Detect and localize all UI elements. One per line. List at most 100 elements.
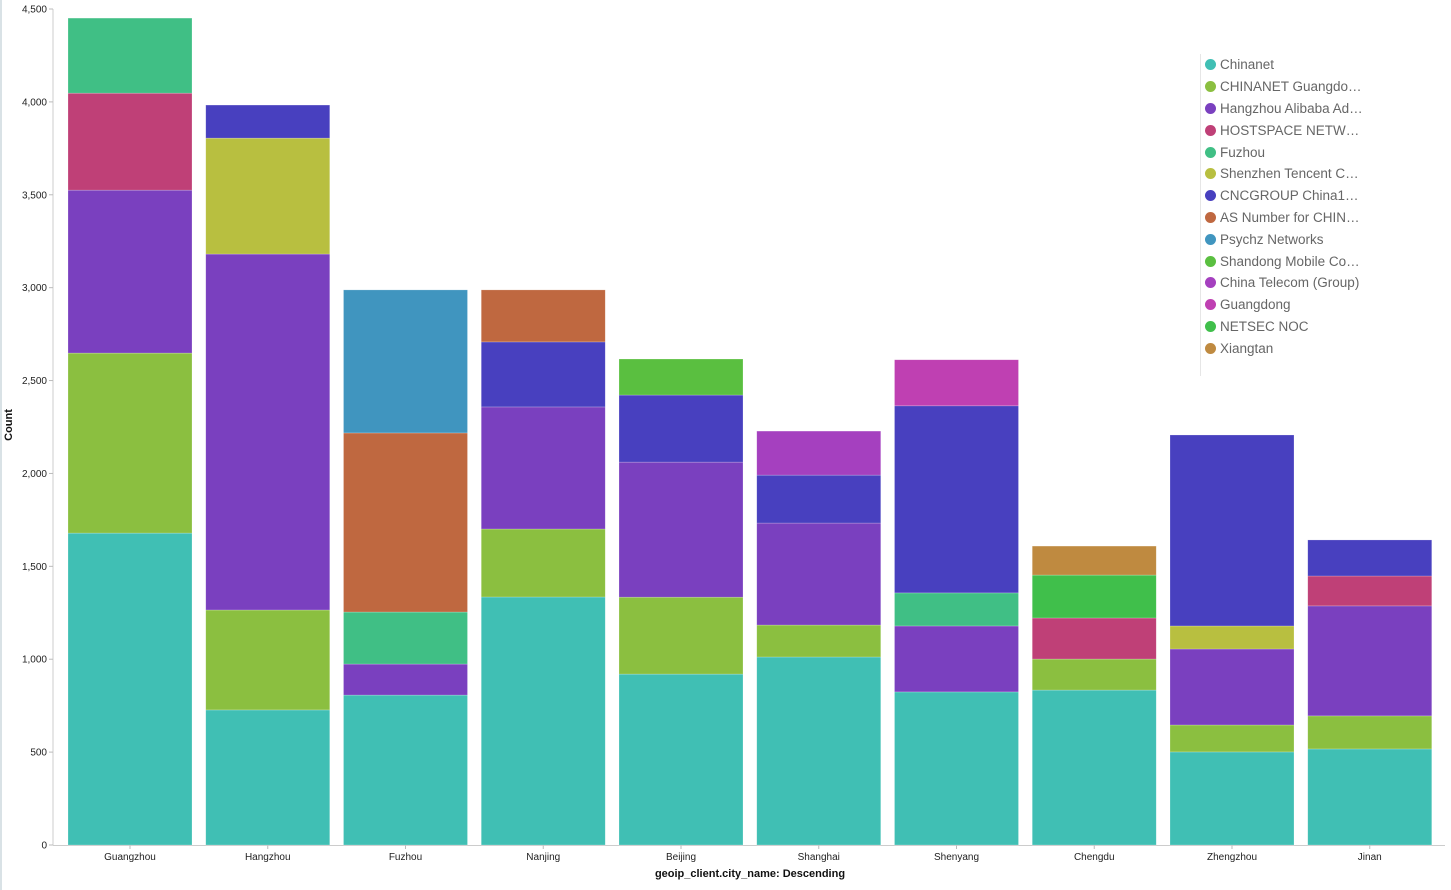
bar-segment[interactable]: Hangzhou — Shenzhen Tencent C…: 624 (205, 137, 331, 255)
legend-item[interactable]: Shandong Mobile Co… (1201, 250, 1401, 272)
bar-segment[interactable]: Hangzhou — Chinanet: 727 (205, 709, 331, 846)
bar-segment[interactable]: Chengdu — Xiangtan: 156 (1031, 545, 1157, 576)
bar-segment[interactable]: Zhengzhou — Shenzhen Tencent C…: 124 (1169, 625, 1295, 650)
legend-dot-icon (1205, 81, 1216, 93)
bars: Guangzhou — Chinanet: 1679Guangzhou — CH… (67, 17, 1433, 846)
y-tick-label: 2,500 (22, 376, 47, 387)
x-tick-label: Chengdu (1074, 852, 1115, 863)
bar-segment[interactable]: Beijing — CHINANET Guangdo…: 414 (618, 596, 744, 675)
legend-dot-icon (1205, 277, 1216, 289)
legend-dot-icon (1205, 233, 1216, 245)
bar-segment[interactable]: Beijing — Shandong Mobile Co…: 194 (618, 358, 744, 396)
bar-segment[interactable]: Shenyang — Chinanet: 824 (894, 691, 1019, 846)
legend-label: NETSEC NOC (1220, 318, 1309, 334)
bar-segment[interactable]: Chengdu — HOSTSPACE NETW…: 221 (1031, 617, 1157, 660)
bar-segment[interactable]: Jinan — CNCGROUP China1…: 194 (1307, 539, 1433, 577)
bar-stack-nanjing[interactable]: Nanjing — Chinanet: 1335Nanjing — CHINAN… (480, 289, 606, 846)
bar-segment[interactable]: Jinan — HOSTSPACE NETW…: 161 (1307, 575, 1433, 607)
legend-item[interactable]: AS Number for CHIN… (1201, 207, 1401, 229)
bar-segment[interactable]: Shenyang — Hangzhou Alibaba Ad…: 355 (894, 625, 1019, 693)
bar-segment[interactable]: Hangzhou — Hangzhou Alibaba Ad…: 1916 (205, 253, 331, 611)
bar-segment[interactable]: Fuzhou — Chinanet: 807 (343, 694, 468, 846)
legend-item[interactable]: Fuzhou (1201, 141, 1401, 163)
legend-item[interactable]: HOSTSPACE NETW… (1201, 119, 1401, 141)
bar-stack-chengdu[interactable]: Chengdu — Chinanet: 834Chengdu — CHINANE… (1031, 545, 1157, 846)
bar-stack-zhengzhou[interactable]: Zhengzhou — Chinanet: 501Zhengzhou — CHI… (1169, 434, 1295, 846)
bar-segment[interactable]: Guangzhou — CHINANET Guangdo…: 969 (67, 352, 193, 534)
x-tick-label: Shanghai (798, 852, 840, 863)
bar-stack-shenyang[interactable]: Shenyang — Chinanet: 824Shenyang — Hangz… (894, 359, 1019, 846)
bar-segment[interactable]: Guangzhou — Hangzhou Alibaba Ad…: 877 (67, 189, 193, 354)
bar-segment[interactable]: Shanghai — Hangzhou Alibaba Ad…: 549 (756, 522, 882, 626)
bar-segment[interactable]: Jinan — Chinanet: 517 (1307, 748, 1433, 846)
x-tick-label: Jinan (1358, 852, 1382, 863)
bar-segment[interactable]: Zhengzhou — Chinanet: 501 (1169, 751, 1295, 846)
legend-item[interactable]: Psychz Networks (1201, 228, 1401, 250)
bar-segment[interactable]: Chengdu — Chinanet: 834 (1031, 689, 1157, 846)
y-tick-label: 4,000 (22, 97, 47, 108)
legend-item[interactable]: Xiangtan (1201, 337, 1401, 359)
legend-dot-icon (1205, 59, 1216, 71)
legend-item[interactable]: NETSEC NOC (1201, 316, 1401, 338)
legend-item[interactable]: Guangdong (1201, 294, 1401, 316)
legend-dot-icon (1205, 342, 1216, 354)
legend-item[interactable]: Hangzhou Alibaba Ad… (1201, 98, 1401, 120)
bar-stack-fuzhou[interactable]: Fuzhou — Chinanet: 807Fuzhou — Hangzhou … (343, 289, 468, 846)
bar-segment[interactable]: Shanghai — CHINANET Guangdo…: 172 (756, 624, 882, 658)
bar-segment[interactable]: Shenyang — Guangdong: 248 (894, 359, 1019, 407)
bar-segment[interactable]: Jinan — CHINANET Guangdo…: 178 (1307, 715, 1433, 750)
bar-segment[interactable]: Shanghai — China Telecom (Group): 237 (756, 430, 882, 476)
x-tick-label: Hangzhou (245, 852, 291, 863)
bar-segment[interactable]: Guangzhou — Fuzhou: 404 (67, 17, 193, 94)
bar-segment[interactable]: Nanjing — Chinanet: 1335 (480, 596, 606, 846)
bar-stack-shanghai[interactable]: Shanghai — Chinanet: 1012Shanghai — CHIN… (756, 430, 882, 846)
legend-item[interactable]: Chinanet (1201, 54, 1401, 76)
legend-label: HOSTSPACE NETW… (1220, 122, 1360, 138)
bar-segment[interactable]: Nanjing — Hangzhou Alibaba Ad…: 657 (480, 406, 606, 530)
bar-segment[interactable]: Beijing — CNCGROUP China1…: 361 (618, 394, 744, 463)
bar-segment[interactable]: Shanghai — CNCGROUP China1…: 258 (756, 474, 882, 524)
y-tick-label: 0 (41, 841, 47, 852)
x-axis: Guangzhou Hangzhou Fuzhou Nanjing Beijing Sha… (53, 845, 1445, 863)
bar-segment[interactable]: Jinan — Hangzhou Alibaba Ad…: 592 (1307, 605, 1433, 717)
bar-segment[interactable]: Guangzhou — Chinanet: 1679 (67, 532, 193, 846)
y-axis-title: Count (3, 409, 15, 441)
legend-dot-icon (1205, 320, 1216, 332)
bar-segment[interactable]: Chengdu — CHINANET Guangdo…: 167 (1031, 658, 1157, 691)
bar-segment[interactable]: Beijing — Chinanet: 920 (618, 673, 744, 846)
bar-segment[interactable]: Fuzhou — AS Number for CHIN…: 964 (343, 432, 468, 613)
bar-segment[interactable]: Guangzhou — HOSTSPACE NETW…: 522 (67, 92, 193, 191)
bar-stack-beijing[interactable]: Beijing — Chinanet: 920Beijing — CHINANE… (618, 358, 744, 846)
bar-segment[interactable]: Hangzhou — CNCGROUP China1…: 178 (205, 104, 331, 139)
bar-segment[interactable]: Nanjing — AS Number for CHIN…: 280 (480, 289, 606, 343)
legend-label: CNCGROUP China1… (1220, 188, 1359, 204)
legend-label: China Telecom (Group) (1220, 275, 1360, 291)
x-tick-label: Shenyang (934, 852, 979, 863)
bar-segment[interactable]: Fuzhou — Fuzhou: 280 (343, 611, 468, 665)
bar-segment[interactable]: Nanjing — CNCGROUP China1…: 350 (480, 341, 606, 408)
bar-segment[interactable]: Hangzhou — CHINANET Guangdo…: 538 (205, 609, 331, 711)
legend-item[interactable]: CHINANET Guangdo… (1201, 76, 1401, 98)
y-axis: 0 500 1,000 1,500 2,000 2,500 3,000 3,500 4,000 4… (22, 5, 54, 852)
y-tick-label: 3,000 (22, 283, 47, 294)
bar-segment[interactable]: Zhengzhou — CHINANET Guangdo…: 145 (1169, 724, 1295, 753)
bar-segment[interactable]: Zhengzhou — CNCGROUP China1…: 1028 (1169, 434, 1295, 627)
bar-segment[interactable]: Fuzhou — Hangzhou Alibaba Ad…: 167 (343, 663, 468, 696)
bar-segment[interactable]: Shenyang — Fuzhou: 178 (894, 592, 1019, 627)
bar-stack-jinan[interactable]: Jinan — Chinanet: 517Jinan — CHINANET Gu… (1307, 539, 1433, 846)
bar-segment[interactable]: Zhengzhou — Hangzhou Alibaba Ad…: 409 (1169, 648, 1295, 726)
bar-segment[interactable]: Nanjing — CHINANET Guangdo…: 366 (480, 528, 606, 598)
bar-segment[interactable]: Chengdu — NETSEC NOC: 231 (1031, 574, 1157, 619)
legend-item[interactable]: CNCGROUP China1… (1201, 185, 1401, 207)
bar-stack-hangzhou[interactable]: Hangzhou — Chinanet: 727Hangzhou — CHINA… (205, 104, 331, 846)
bar-stack-guangzhou[interactable]: Guangzhou — Chinanet: 1679Guangzhou — CH… (67, 17, 193, 846)
bar-segment[interactable]: Beijing — Hangzhou Alibaba Ad…: 727 (618, 461, 744, 598)
bar-segment[interactable]: Shenyang — CNCGROUP China1…: 1007 (894, 405, 1019, 594)
bar-segment[interactable]: Shanghai — Chinanet: 1012 (756, 656, 882, 846)
legend-item[interactable]: China Telecom (Group) (1201, 272, 1401, 294)
legend-label: CHINANET Guangdo… (1220, 79, 1362, 95)
x-tick-label: Guangzhou (104, 852, 156, 863)
y-tick-label: 2,000 (22, 469, 47, 480)
bar-segment[interactable]: Fuzhou — Psychz Networks: 770 (343, 289, 468, 434)
legend-item[interactable]: Shenzhen Tencent C… (1201, 163, 1401, 185)
